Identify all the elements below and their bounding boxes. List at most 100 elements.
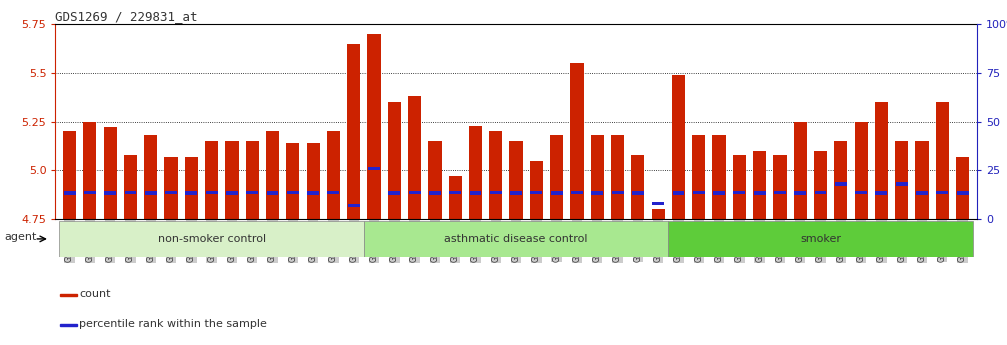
Bar	[327, 191, 339, 194]
Bar	[713, 191, 725, 195]
Bar	[591, 135, 604, 219]
Bar	[611, 191, 623, 194]
Bar	[63, 191, 76, 195]
Bar	[448, 176, 462, 219]
Bar	[531, 191, 543, 194]
Bar	[855, 191, 867, 194]
Bar	[571, 191, 583, 194]
Bar	[388, 102, 401, 219]
Bar	[266, 131, 279, 219]
Bar	[611, 135, 624, 219]
Bar	[815, 191, 827, 194]
Bar	[428, 141, 441, 219]
Text: count: count	[80, 289, 111, 299]
Bar	[364, 221, 669, 257]
Bar	[124, 155, 137, 219]
Bar	[84, 191, 96, 194]
Text: agent: agent	[4, 232, 37, 242]
Bar	[916, 191, 927, 195]
Bar	[307, 191, 319, 195]
Bar	[855, 122, 868, 219]
Bar	[347, 44, 361, 219]
Bar	[489, 191, 501, 194]
Bar	[469, 126, 482, 219]
Bar	[551, 191, 563, 195]
Bar	[733, 155, 746, 219]
Bar	[368, 34, 381, 219]
Bar	[570, 63, 584, 219]
Text: percentile rank within the sample: percentile rank within the sample	[80, 319, 267, 329]
Text: smoker: smoker	[800, 234, 841, 244]
Bar	[105, 191, 116, 195]
Bar	[246, 141, 259, 219]
Bar	[875, 102, 888, 219]
Bar	[184, 157, 198, 219]
Bar	[104, 127, 117, 219]
Bar	[306, 143, 320, 219]
Bar	[652, 209, 665, 219]
Bar	[144, 135, 157, 219]
Bar	[125, 191, 136, 194]
Bar	[794, 122, 807, 219]
Bar	[226, 191, 238, 195]
Text: non-smoker control: non-smoker control	[158, 234, 266, 244]
Bar	[753, 151, 766, 219]
Bar	[510, 141, 523, 219]
Bar	[693, 191, 705, 194]
Bar	[631, 155, 644, 219]
Bar	[205, 191, 218, 194]
Bar	[834, 141, 848, 219]
Bar	[774, 191, 785, 194]
Bar	[795, 191, 807, 195]
Bar	[591, 191, 603, 195]
Bar	[692, 135, 705, 219]
Bar	[84, 122, 97, 219]
Bar	[672, 75, 685, 219]
Bar	[673, 191, 685, 195]
Bar	[632, 191, 643, 195]
Bar	[267, 191, 279, 195]
Bar	[712, 135, 726, 219]
Bar	[733, 191, 745, 194]
Bar	[896, 182, 907, 186]
Bar	[145, 191, 157, 195]
Bar	[469, 191, 481, 195]
Bar	[347, 204, 359, 207]
Bar	[165, 191, 177, 194]
Bar	[327, 131, 340, 219]
Bar	[59, 221, 364, 257]
Bar	[653, 202, 664, 205]
Bar	[875, 191, 887, 195]
Bar	[835, 182, 847, 186]
Bar	[226, 141, 239, 219]
Bar	[60, 294, 77, 296]
Bar	[164, 157, 177, 219]
Bar	[957, 191, 969, 195]
Bar	[63, 131, 77, 219]
Bar	[287, 191, 299, 194]
Bar	[286, 143, 299, 219]
Bar	[773, 155, 786, 219]
Bar	[511, 191, 522, 195]
Bar	[895, 141, 908, 219]
Bar	[60, 324, 77, 326]
Bar	[814, 151, 827, 219]
Bar	[550, 135, 563, 219]
Bar	[408, 96, 421, 219]
Bar	[389, 191, 400, 195]
Bar	[489, 131, 502, 219]
Bar	[936, 102, 949, 219]
Bar	[429, 191, 441, 195]
Text: GDS1269 / 229831_at: GDS1269 / 229831_at	[55, 10, 198, 23]
Bar	[530, 161, 543, 219]
Bar	[956, 157, 969, 219]
Bar	[915, 141, 928, 219]
Bar	[185, 191, 197, 195]
Bar	[753, 191, 765, 195]
Bar	[409, 191, 421, 194]
Bar	[669, 221, 973, 257]
Bar	[247, 191, 258, 194]
Bar	[205, 141, 219, 219]
Bar	[449, 191, 461, 194]
Bar	[369, 167, 380, 170]
